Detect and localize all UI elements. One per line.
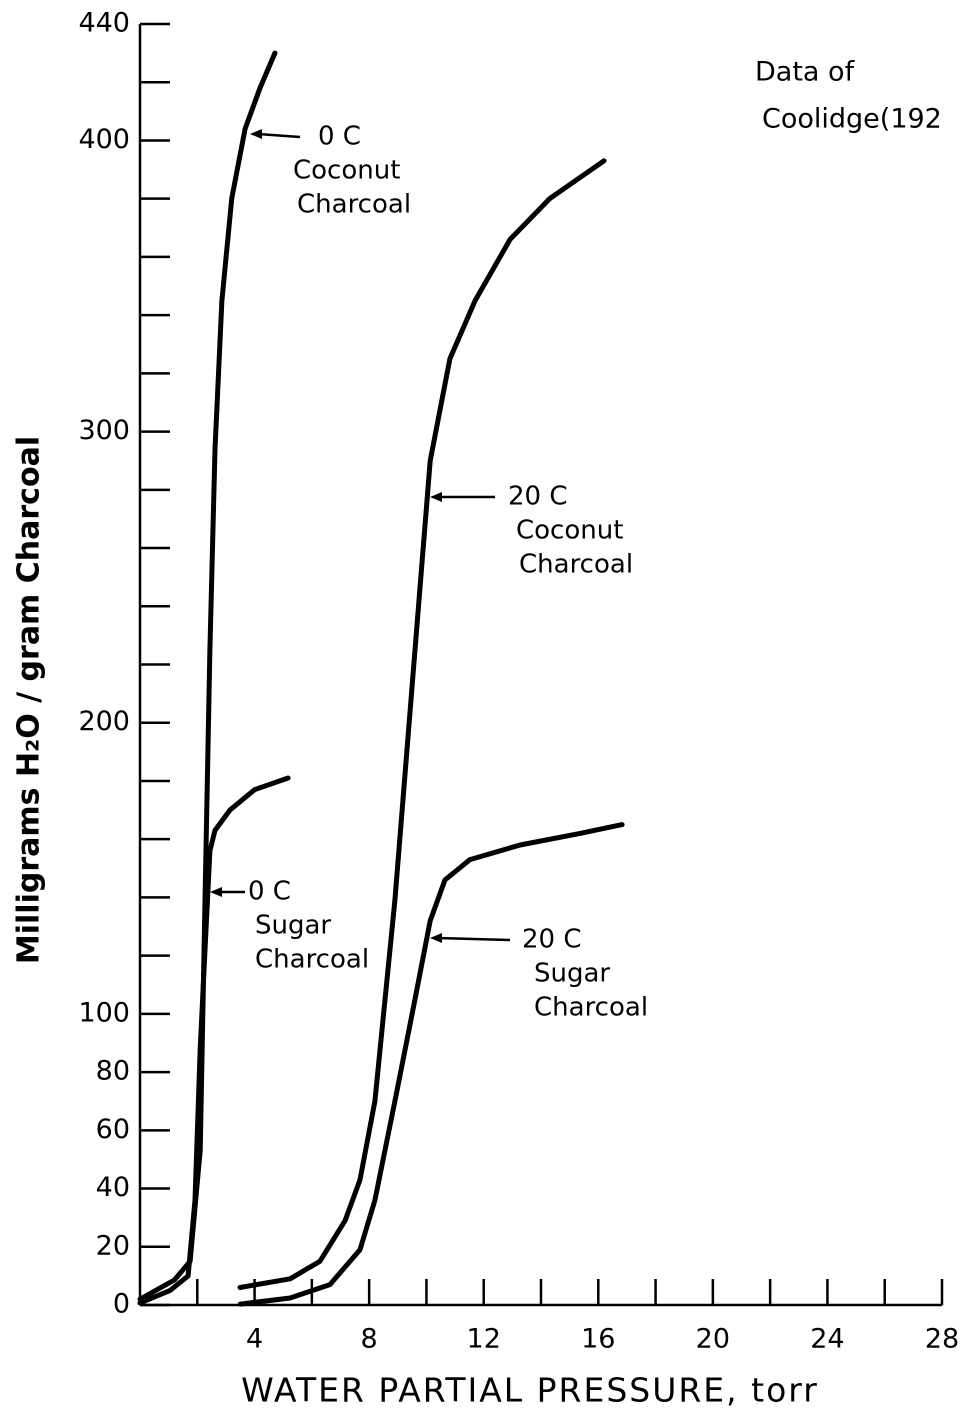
series-label: Charcoal (534, 993, 648, 1023)
series-label: Sugar (534, 959, 610, 989)
x-tick-label: 4 (246, 1324, 263, 1355)
series-label: 20 C (508, 482, 568, 512)
x-tick-label: 24 (810, 1324, 844, 1355)
arrow-head (250, 129, 262, 139)
y-tick-label: 400 (78, 124, 130, 155)
arrow-head (430, 492, 442, 502)
series-label: Charcoal (519, 550, 633, 580)
series-label: Coconut (516, 516, 623, 546)
note: Data of (755, 57, 856, 88)
y-axis-label: Milligrams H₂O / gram Charcoal (12, 436, 47, 964)
x-tick-label: 16 (581, 1324, 615, 1355)
arrow-head (430, 933, 442, 943)
note: Coolidge(192 (762, 104, 942, 135)
x-axis-label: WATER PARTIAL PRESSURE, torr (241, 1371, 819, 1410)
y-tick-label: 20 (96, 1230, 130, 1261)
x-tick-label: 12 (467, 1324, 501, 1355)
series-label: 0 C (318, 122, 361, 152)
series-label: 0 C (248, 877, 291, 907)
y-tick-label: 200 (78, 706, 130, 737)
curve (237, 822, 625, 1307)
curve (137, 775, 291, 1306)
y-tick-label: 60 (96, 1114, 130, 1145)
y-tick-label: 300 (78, 415, 130, 446)
label-arrow (257, 132, 301, 139)
arrow-head (210, 887, 222, 897)
curve (237, 158, 607, 1290)
y-tick-label: 80 (96, 1056, 130, 1087)
label-arrow (437, 936, 511, 942)
x-tick-label: 8 (361, 1324, 378, 1355)
series-label: Sugar (255, 911, 331, 941)
y-tick-label: 100 (78, 997, 130, 1028)
y-tick-label: 440 (78, 8, 130, 39)
x-tick-label: 20 (696, 1324, 730, 1355)
series-label: Charcoal (255, 945, 369, 975)
y-tick-label: 0 (113, 1289, 130, 1320)
curve (137, 50, 278, 1302)
y-tick-label: 40 (96, 1172, 130, 1203)
series-label: 20 C (522, 925, 582, 955)
series-label: Charcoal (297, 190, 411, 220)
x-tick-label: 28 (925, 1324, 959, 1355)
series-label: Coconut (293, 156, 400, 186)
